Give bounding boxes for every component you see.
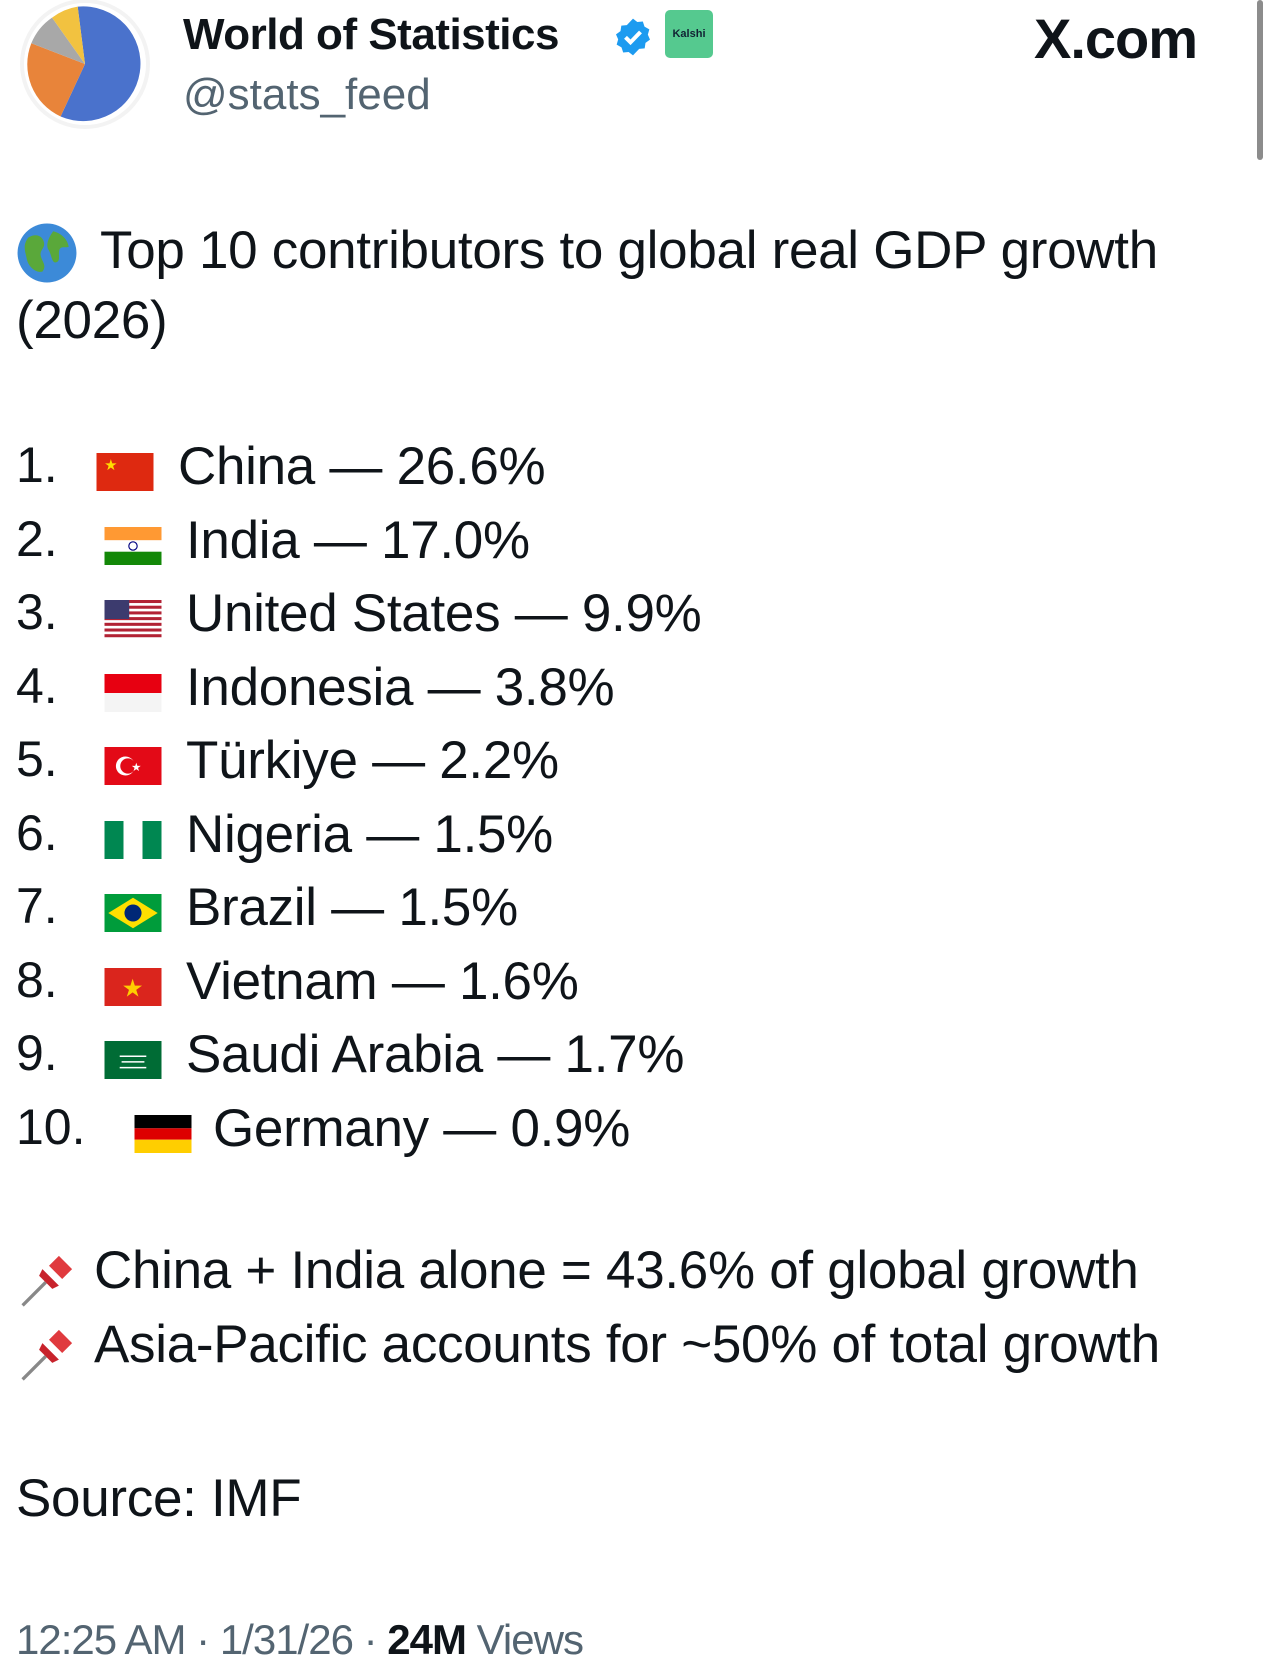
country-entry: Germany — 0.9% <box>213 1098 630 1159</box>
svg-text:★: ★ <box>122 975 144 1002</box>
country-entry: Indonesia — 3.8% <box>186 657 615 718</box>
flag-cn-icon: ★ <box>96 453 154 491</box>
separator: — <box>427 657 481 717</box>
separator-dot: · <box>196 1616 210 1663</box>
flag-ng-icon <box>104 820 162 859</box>
country-name: Saudi Arabia <box>186 1025 483 1084</box>
list-item: 3. United States — 9.9% <box>0 583 1269 653</box>
growth-share: 3.8% <box>494 657 615 717</box>
growth-share: 0.9% <box>510 1098 631 1158</box>
country-name: Türkiye <box>186 731 358 790</box>
country-name: Vietnam <box>186 951 378 1011</box>
rank-number: 9. <box>16 1025 58 1081</box>
list-item: 9. Saudi Arabia — 1.7% <box>0 1024 1269 1094</box>
separator: — <box>514 584 568 643</box>
flag-in-icon <box>104 526 162 565</box>
country-entry: Saudi Arabia — 1.7% <box>186 1024 684 1085</box>
country-entry: United States — 9.9% <box>186 583 702 644</box>
country-entry: Brazil — 1.5% <box>186 877 518 938</box>
separator: — <box>329 437 383 496</box>
list-item: 4. Indonesia — 3.8% <box>0 657 1269 727</box>
rank-number: 8. <box>16 951 58 1008</box>
post-title-year: (2026) <box>16 291 168 350</box>
country-name: Indonesia <box>186 657 414 717</box>
rank-number: 7. <box>16 878 58 934</box>
post-meta: 12:25 AM · 1/31/26 · 24M Views <box>16 1616 584 1664</box>
country-name: Nigeria <box>186 804 352 864</box>
flag-id-icon <box>104 673 162 712</box>
growth-share: 17.0% <box>381 510 530 570</box>
rank-number: 5. <box>16 731 58 787</box>
views-label: Views <box>476 1616 584 1663</box>
country-entry: Nigeria — 1.5% <box>186 804 553 865</box>
display-name[interactable]: World of Statistics <box>183 10 559 59</box>
country-name: United States <box>186 584 501 643</box>
verified-badge-icon <box>616 18 650 56</box>
rank-number: 6. <box>16 804 58 861</box>
scrollbar[interactable] <box>1257 0 1263 160</box>
list-item: 2. India — 17.0% <box>0 510 1269 580</box>
views-count: 24M <box>387 1616 467 1663</box>
growth-share: 26.6% <box>396 437 546 496</box>
note-asia-pacific: Asia-Pacific accounts for ~50% of total … <box>94 1315 1160 1374</box>
post-title: Top 10 contributors to global real GDP g… <box>100 221 1158 280</box>
growth-share: 1.6% <box>458 951 579 1011</box>
separator: — <box>313 510 367 570</box>
affiliate-badge[interactable]: Kalshi <box>665 10 713 58</box>
list-item: 7. Brazil — 1.5% <box>0 877 1269 947</box>
separator: — <box>366 804 419 864</box>
rank-number: 3. <box>16 584 58 640</box>
flag-de-icon <box>134 1114 192 1153</box>
list-item: 10. Germany — 0.9% <box>0 1098 1269 1168</box>
country-name: Brazil <box>186 878 317 937</box>
flag-sa-icon <box>104 1041 162 1079</box>
flag-tr-icon: ★ <box>104 747 162 785</box>
user-handle[interactable]: @stats_feed <box>183 70 431 119</box>
separator: — <box>391 951 445 1011</box>
growth-share: 1.5% <box>433 804 553 864</box>
list-item: 6. Nigeria — 1.5% <box>0 804 1269 874</box>
country-name: India <box>186 510 300 570</box>
rank-number: 1. <box>16 437 58 493</box>
list-item: 5. ★ Türkiye — 2.2% <box>0 730 1269 800</box>
flag-us-icon <box>104 600 162 638</box>
country-entry: China — 26.6% <box>178 436 546 497</box>
list-item: 1. ★ China — 26.6% <box>0 436 1269 506</box>
separator: — <box>372 731 425 790</box>
list-item: 8. ★ Vietnam — 1.6% <box>0 951 1269 1021</box>
country-entry: Vietnam — 1.6% <box>186 951 579 1012</box>
separator-dot: · <box>363 1616 378 1663</box>
growth-share: 9.9% <box>581 584 702 643</box>
post-time[interactable]: 12:25 AM <box>16 1616 186 1663</box>
country-entry: India — 17.0% <box>186 510 530 571</box>
country-entry: Türkiye — 2.2% <box>186 730 559 791</box>
post-date[interactable]: 1/31/26 <box>219 1616 354 1663</box>
flag-vn-icon: ★ <box>104 967 162 1006</box>
pushpin-icon <box>21 1329 73 1381</box>
avatar[interactable] <box>24 3 146 125</box>
growth-share: 1.7% <box>564 1025 685 1084</box>
growth-share: 1.5% <box>398 878 518 937</box>
rank-number: 2. <box>16 510 58 567</box>
separator: — <box>497 1025 551 1084</box>
globe-icon <box>17 223 77 283</box>
country-name: Germany <box>213 1098 429 1158</box>
separator: — <box>443 1098 496 1158</box>
country-name: China <box>178 437 315 496</box>
source-text: Source: IMF <box>16 1469 302 1528</box>
pushpin-icon <box>21 1255 73 1307</box>
growth-share: 2.2% <box>439 731 559 790</box>
svg-text:★: ★ <box>104 457 118 474</box>
flag-br-icon <box>104 894 162 932</box>
note-china-india: China + India alone = 43.6% of global gr… <box>94 1241 1139 1300</box>
site-watermark: X.com <box>1034 7 1198 70</box>
rank-number: 10. <box>16 1098 86 1155</box>
separator: — <box>331 878 384 937</box>
svg-text:★: ★ <box>131 762 141 774</box>
rank-number: 4. <box>16 657 58 714</box>
